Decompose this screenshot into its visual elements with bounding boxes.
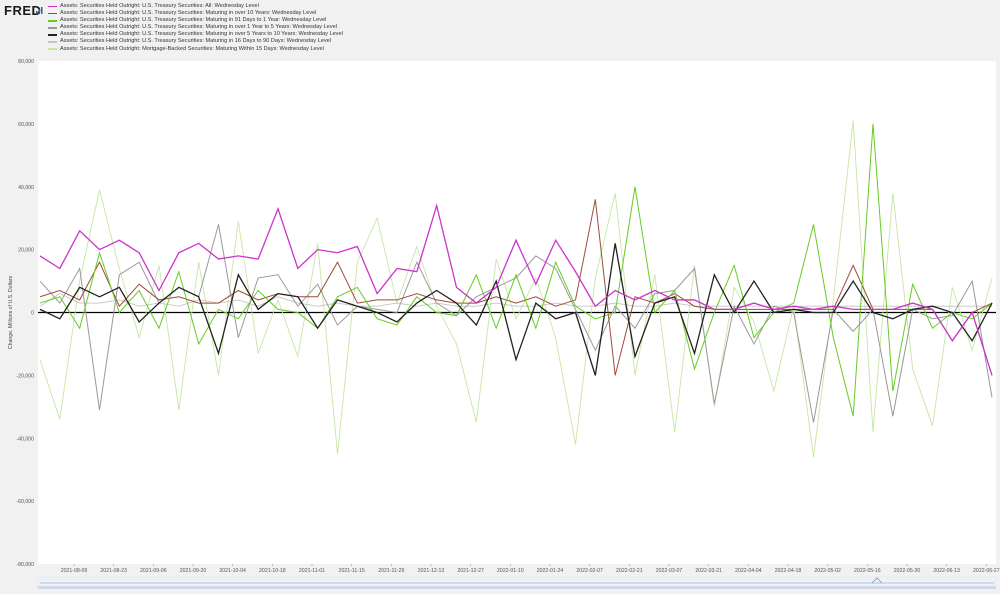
x-tick-label: 2021-12-13 <box>418 568 445 574</box>
x-tick-label: 2022-06-27 <box>973 568 1000 574</box>
y-tick-label: 20,000 <box>18 248 34 254</box>
legend-swatch <box>48 12 57 15</box>
legend-swatch <box>48 34 57 36</box>
legend-label: Assets: Securities Held Outright: U.S. T… <box>60 31 343 38</box>
y-tick-label: -80,000 <box>16 562 34 568</box>
legend-label: Assets: Securities Held Outright: U.S. T… <box>60 10 317 17</box>
x-tick-label: 2021-11-29 <box>378 568 404 574</box>
legend-label: Assets: Securities Held Outright: Mortga… <box>60 45 324 52</box>
legend-item[interactable]: Assets: Securities Held Outright: Mortga… <box>48 46 343 53</box>
x-tick-label: 2021-10-18 <box>259 568 286 574</box>
legend-label: Assets: Securities Held Outright: U.S. T… <box>60 24 337 31</box>
x-tick-label: 2022-02-07 <box>576 568 603 574</box>
legend-swatch <box>48 27 57 29</box>
legend-swatch <box>48 19 57 22</box>
chart-legend: Assets: Securities Held Outright: U.S. T… <box>48 3 343 53</box>
x-tick-label: 2022-01-24 <box>537 568 564 574</box>
series-line-7 <box>39 120 993 458</box>
legend-swatch <box>48 41 57 43</box>
x-tick-label: 2022-05-30 <box>894 568 921 574</box>
series-line-1 <box>39 203 993 376</box>
legend-swatch <box>48 48 57 50</box>
y-axis-label: Change, Millions of U.S. Dollars <box>8 275 14 349</box>
y-tick-label: -60,000 <box>16 499 34 505</box>
y-tick-label: -40,000 <box>16 436 34 442</box>
navigator-spike <box>871 577 883 584</box>
x-tick-label: 2021-12-27 <box>457 568 484 574</box>
legend-item[interactable]: Assets: Securities Held Outright: U.S. T… <box>48 31 343 38</box>
x-tick-label: 2021-08-09 <box>61 568 88 574</box>
x-tick-label: 2021-10-04 <box>219 568 246 574</box>
x-tick-label: 2021-11-01 <box>299 568 325 574</box>
navigator <box>37 576 997 588</box>
y-tick-label: 80,000 <box>18 59 34 65</box>
legend-item[interactable]: Assets: Securities Held Outright: U.S. T… <box>48 24 343 31</box>
x-tick-label: 2022-01-10 <box>497 568 524 574</box>
series-line-3 <box>39 123 993 417</box>
legend-item[interactable]: Assets: Securities Held Outright: U.S. T… <box>48 17 343 24</box>
fred-logo-icon <box>36 7 43 14</box>
series-line-5 <box>39 243 993 376</box>
legend-label: Assets: Securities Held Outright: U.S. T… <box>60 17 327 24</box>
series-line-2 <box>39 199 993 376</box>
x-tick-label: 2022-05-16 <box>854 568 881 574</box>
y-tick-label: 40,000 <box>18 185 34 191</box>
x-tick-label: 2022-04-18 <box>775 568 802 574</box>
x-tick-label: 2022-02-21 <box>616 568 643 574</box>
x-tick-label: 2021-09-20 <box>180 568 207 574</box>
x-tick-label: 2022-03-21 <box>695 568 722 574</box>
legend-item[interactable]: Assets: Securities Held Outright: U.S. T… <box>48 38 343 45</box>
y-tick-label: -20,000 <box>16 373 34 379</box>
y-tick-label: 60,000 <box>18 122 34 128</box>
x-tick-label: 2022-06-13 <box>933 568 960 574</box>
fred-logo[interactable]: FRED <box>4 3 42 18</box>
legend-item[interactable]: Assets: Securities Held Outright: U.S. T… <box>48 10 343 17</box>
legend-swatch <box>48 5 57 8</box>
legend-label: Assets: Securities Held Outright: U.S. T… <box>60 3 259 9</box>
y-tick-label: 0 <box>31 311 34 317</box>
x-tick-label: 2022-04-04 <box>735 568 762 574</box>
x-tick-label: 2021-09-06 <box>140 568 167 574</box>
legend-item[interactable]: Assets: Securities Held Outright: U.S. T… <box>48 3 343 10</box>
x-tick-label: 2022-03-07 <box>656 568 683 574</box>
x-tick-label: 2021-11-15 <box>339 568 365 574</box>
legend-label: Assets: Securities Held Outright: U.S. T… <box>60 38 332 45</box>
x-tick-label: 2021-08-23 <box>100 568 127 574</box>
navigator-scrollbar <box>38 586 996 589</box>
x-tick-label: 2022-05-02 <box>814 568 841 574</box>
